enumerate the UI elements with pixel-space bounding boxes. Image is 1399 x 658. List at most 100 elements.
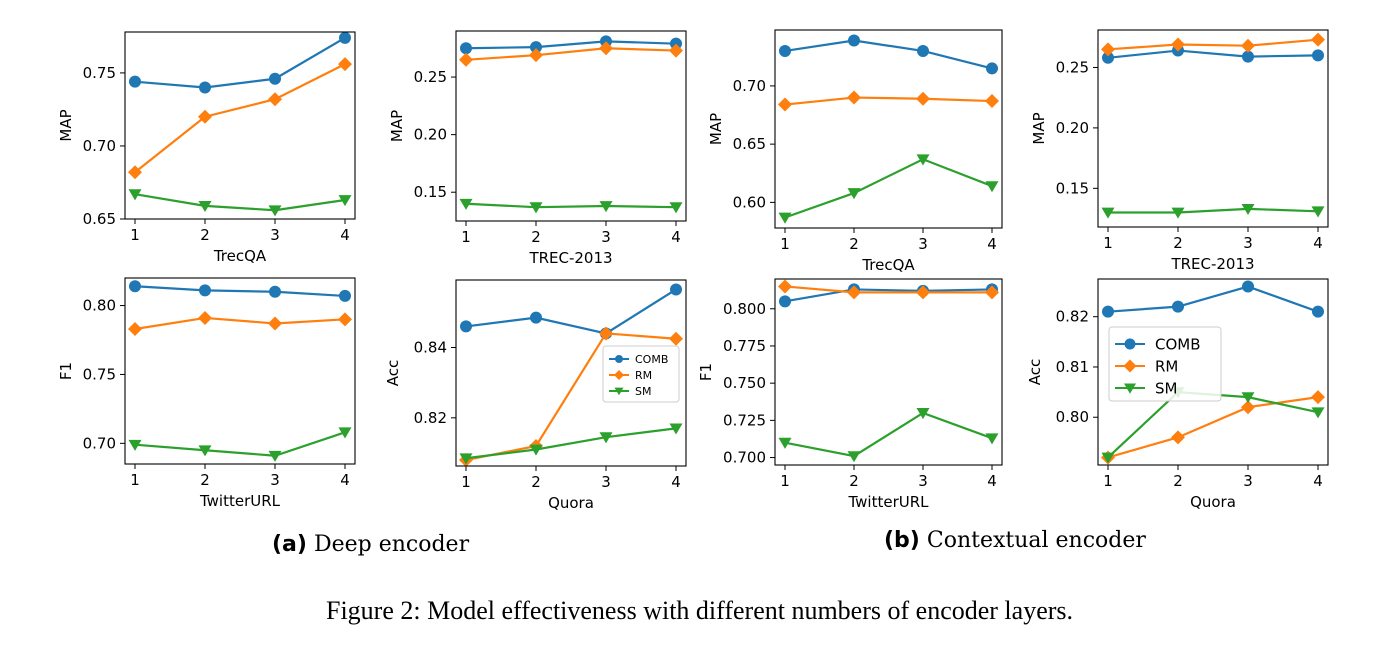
data-point-rm [338,312,352,327]
data-point-rm [338,57,352,72]
x-tick-label: 4 [1313,472,1323,490]
y-tick-label: 0.70 [83,137,116,155]
y-tick-label: 0.75 [83,365,116,383]
data-point-rm [669,331,683,346]
data-point-sm [1241,392,1255,404]
x-tick-label: 1 [780,472,790,490]
data-point-rm [1171,430,1185,445]
x-axis-label: TwitterURL [199,492,281,510]
x-axis-label: Quora [1190,493,1236,511]
y-axis-label: MAP [707,113,725,145]
legend-label-rm: RM [635,369,652,382]
data-point-comb [460,320,472,333]
chart-panel-4: 1 2 3 4 0.15 0.20 0.25 TREC-2013 MAP [1030,29,1329,273]
y-tick-label: 0.70 [733,77,766,95]
data-point-rm [847,90,861,105]
series-line-rm [465,47,677,61]
chart-panel-1: 1 2 3 4 0.65 0.70 0.75 TrecQA MAP [57,31,356,265]
series-line-rm [784,96,993,106]
axes-frame [774,29,1003,229]
data-point-sm [1311,206,1325,218]
chart-panel-5: 1 2 3 4 0.70 0.75 0.80 TwitterURL F1 [57,277,356,510]
data-point-sm [1101,207,1115,219]
data-point-rm [128,165,142,180]
series-line-rm [134,316,346,331]
data-point-sm [599,432,613,444]
x-tick-label: 1 [130,471,140,489]
x-tick-label: 3 [1243,234,1253,252]
data-point-sm [529,444,543,456]
x-tick-label: 1 [1103,472,1113,490]
y-tick-label: 0.81 [1056,358,1089,376]
data-point-sm [198,445,212,457]
data-point-comb [129,75,141,88]
x-tick-label: 2 [200,471,210,489]
data-point-sm [459,453,473,465]
data-point-rm [778,97,792,112]
data-point-comb [779,295,791,308]
data-point-comb [1242,280,1254,293]
data-point-sm [1311,407,1325,419]
x-tick-label: 4 [1313,234,1323,252]
y-tick-label: 0.75 [83,64,116,82]
data-point-sm [985,433,999,445]
x-tick-label: 3 [1243,472,1253,490]
data-point-comb [530,41,542,54]
data-point-sm [847,188,861,200]
legend: COMB RM SM [602,345,680,403]
y-tick-label: 0.82 [1056,308,1089,326]
chart-panel-3: 1 2 3 4 0.60 0.65 0.70 TrecQA MAP [707,29,1003,274]
data-point-comb [986,62,998,75]
y-tick-label: 0.60 [733,193,766,211]
y-tick-label: 0.20 [1056,119,1089,137]
data-point-rm [1101,42,1115,57]
data-point-sm [1171,207,1185,219]
subcaption-a-text: Deep encoder [313,532,470,557]
data-point-rm [985,94,999,109]
legend: COMB RM SM [1108,326,1222,402]
data-point-rm [198,310,212,325]
x-tick-label: 3 [270,226,280,244]
y-tick-label: 0.25 [414,68,447,86]
y-tick-label: 0.725 [723,411,766,429]
data-point-rm [599,41,613,56]
y-tick-label: 0.82 [414,409,447,427]
x-tick-label: 2 [531,473,541,491]
data-point-sm [529,202,543,214]
subcaption-a-tag: (a) [272,532,307,557]
data-point-comb [779,44,791,57]
data-point-comb [917,44,929,57]
y-tick-label: 0.20 [414,126,447,144]
series-line-rm [784,285,992,294]
series-line-rm [1107,396,1319,459]
x-tick-label: 1 [1103,234,1113,252]
data-point-rm [985,285,999,300]
axes-frame [124,31,356,220]
data-point-comb [129,280,141,293]
chart-panel-8: 1 2 3 4 0.80 0.81 0.82 Quora Acc COMB RM SM [1026,278,1329,511]
series-line-sm [465,427,677,460]
y-tick-label: 0.65 [83,210,116,228]
data-point-rm [268,316,282,331]
data-point-sm [338,427,352,439]
data-point-comb [1102,51,1114,64]
data-point-comb [1242,50,1254,63]
data-point-rm [1241,38,1255,53]
x-axis-label: Quora [548,494,594,512]
x-tick-label: 1 [130,226,140,244]
legend-label-sm: SM [1155,379,1177,397]
y-tick-label: 0.25 [1056,58,1089,76]
data-point-rm [847,285,861,300]
y-tick-label: 0.800 [723,300,766,318]
legend-marker-comb [615,355,623,363]
data-point-comb [1312,305,1324,318]
legend-marker-rm [614,370,624,380]
series-line-comb [1107,49,1319,59]
axes-frame [124,277,356,465]
y-tick-label: 0.84 [414,339,447,357]
data-point-comb [199,81,211,94]
y-axis-label: MAP [1030,112,1048,144]
series-line-comb [465,40,677,50]
y-axis-label: MAP [388,110,406,142]
data-point-rm [916,285,930,300]
